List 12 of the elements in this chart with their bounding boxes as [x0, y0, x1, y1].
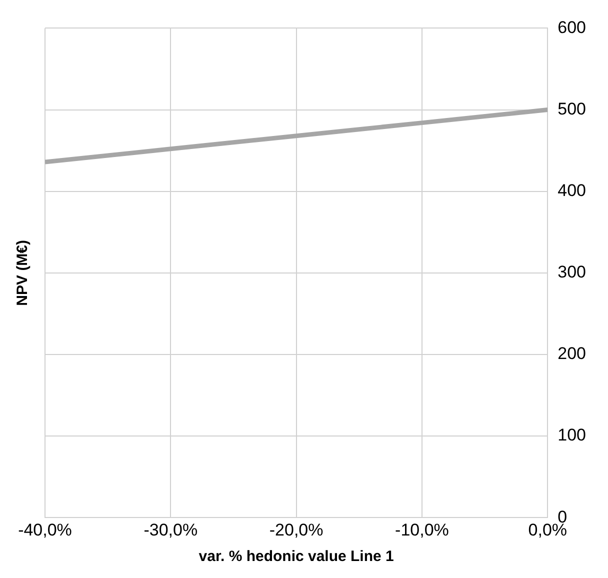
y-tick-label: 200: [558, 344, 586, 364]
x-tick-label: -10,0%: [395, 520, 449, 540]
y-tick-label: 600: [558, 18, 586, 37]
y-axis-title: NPV (M€): [14, 240, 32, 306]
y-tick-label: 400: [558, 181, 586, 200]
x-tick-label: -30,0%: [144, 520, 198, 540]
x-axis-title: var. % hedonic value Line 1: [198, 548, 394, 566]
x-tick-label: -40,0%: [18, 520, 72, 540]
y-tick-label: 500: [558, 99, 586, 118]
y-tick-label: 100: [558, 426, 586, 445]
y-tick-label: 300: [558, 262, 586, 282]
x-tick-label: -20,0%: [269, 520, 324, 540]
